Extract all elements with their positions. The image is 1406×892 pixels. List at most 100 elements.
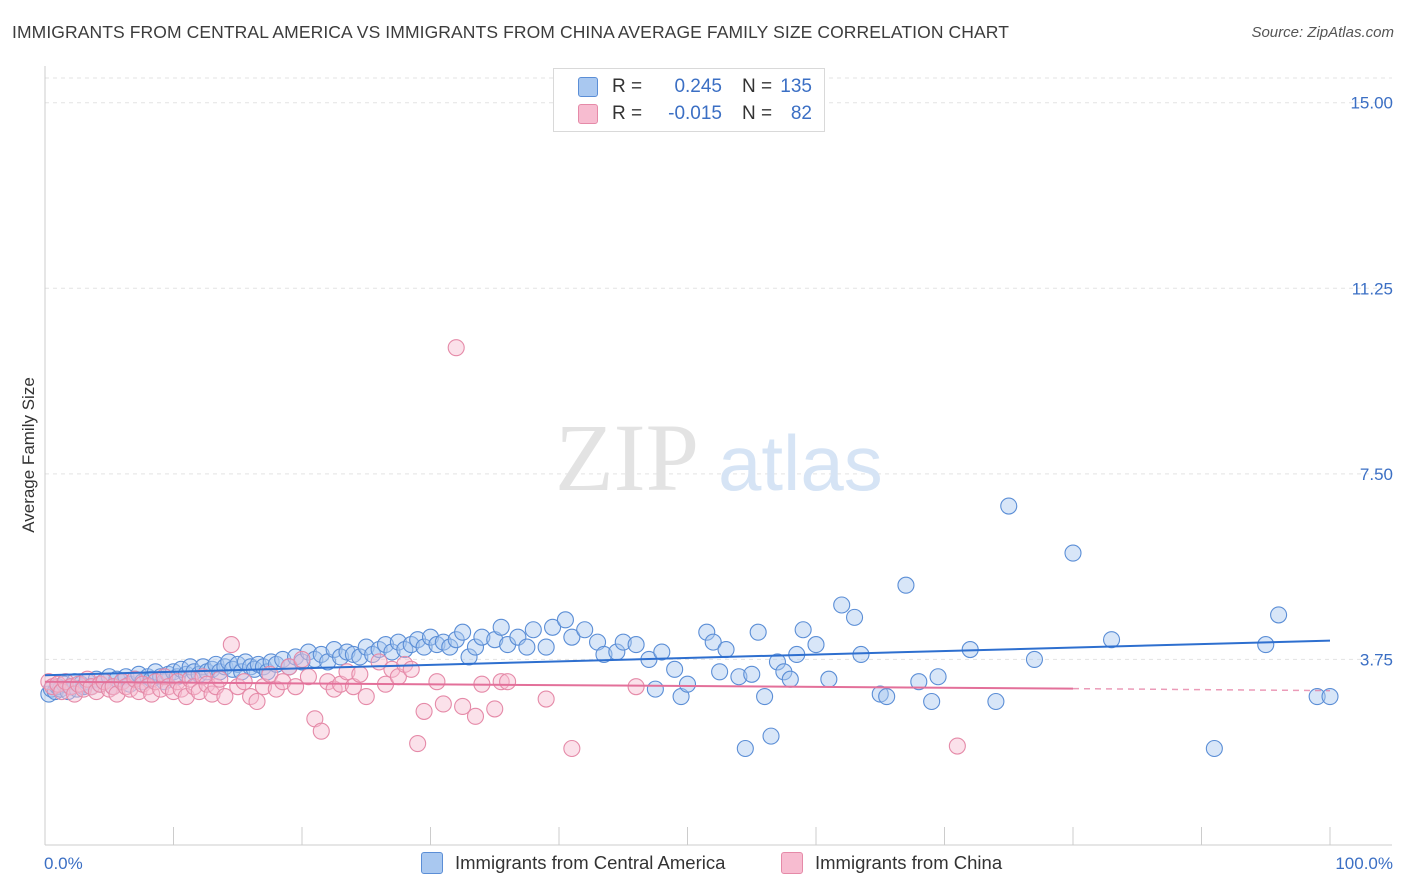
data-point-central-america [1205,739,1223,758]
data-point-china [948,737,966,755]
data-point-central-america [563,628,581,646]
data-point-china [563,739,581,758]
data-point-central-america [460,648,478,666]
data-point-central-america [383,643,401,661]
data-point-china [447,339,465,357]
data-point-central-america [678,675,697,693]
legend-row-china: R = -0.015 N = 82 [578,102,812,126]
data-point-china [466,707,485,725]
data-point-central-america [833,596,851,614]
data-point-central-america [878,687,896,706]
y-tick-label: 11.25 [1352,279,1393,298]
data-point-central-america [518,638,536,656]
trend-line-central-america [44,639,1331,677]
data-point-china [409,735,427,753]
data-point-central-america [923,692,941,711]
x-tick-label: 100.0% [1335,854,1393,873]
data-point-china [274,673,292,691]
data-point-central-america [897,576,915,594]
data-point-china [222,636,240,654]
y-axis-label: Average Family Size [19,377,38,533]
data-point-china [402,660,420,678]
trend-line-china [44,680,1074,690]
data-point-central-america [756,687,774,706]
data-point-central-america [762,727,780,745]
legend-swatch-pink [781,852,803,874]
data-point-china [280,658,298,676]
data-point-central-america [987,692,1005,711]
data-point-central-america [794,621,812,639]
y-tick-label: 3.75 [1360,650,1393,669]
chart-title: IMMIGRANTS FROM CENTRAL AMERICA VS IMMIG… [12,22,1009,42]
legend-swatch-blue [578,77,598,97]
data-point-china [434,695,452,713]
data-point-china [235,673,253,691]
data-point-central-america [1025,650,1043,668]
x-tick-labels: 0.0% 100.0% [44,854,1393,873]
chart-source: Source: ZipAtlas.com [1251,24,1394,41]
data-point-central-america [711,663,729,681]
data-point-central-america [1321,687,1339,706]
y-tick-labels: 3.75 7.50 11.25 15.00 [1350,94,1393,670]
data-point-china [428,673,446,691]
data-point-central-america [781,670,799,688]
legend-r-value: 0.245 [674,76,722,97]
data-point-central-america [1064,544,1082,562]
x-tick-label: 0.0% [44,854,83,873]
data-point-central-america [743,665,761,683]
data-point-central-america [351,648,369,666]
legend-item-china[interactable]: Immigrants from China [781,852,1002,874]
y-tick-label: 7.50 [1360,465,1393,484]
data-point-central-america [466,638,485,656]
data-point-central-america [524,621,542,639]
data-point-central-america [537,638,555,656]
legend-r-label: R = [612,76,643,97]
data-point-central-america [910,673,928,691]
data-point-china [351,665,369,683]
data-point-china [53,683,71,701]
data-point-central-america [556,611,574,629]
data-point-china [486,700,504,718]
series-china [40,339,966,758]
data-point-central-america [627,636,645,654]
legend-label: Immigrants from Central America [455,852,726,873]
data-point-central-america [1270,606,1288,624]
data-point-central-america [820,670,838,688]
data-point-central-america [1000,497,1018,515]
legend-n-label: N = [742,103,773,124]
data-point-china [216,687,234,706]
data-point-china [537,690,555,708]
data-point-central-america [415,638,433,656]
data-point-china [293,650,311,668]
data-point-central-america [730,668,748,686]
data-point-central-america [698,623,716,641]
data-point-central-america [544,618,562,636]
data-point-central-america [1308,687,1326,706]
data-point-central-america [736,739,754,758]
watermark-atlas: atlas [718,419,883,507]
axes [44,66,1392,846]
data-point-china [499,673,517,691]
legend-swatch-blue [421,852,443,874]
data-point-central-america [845,608,864,626]
data-point-central-america [576,621,594,639]
data-point-china [454,697,472,715]
data-point-central-america [646,680,664,698]
series-central-america [40,497,1339,758]
data-point-central-america [614,633,632,651]
data-point-central-america [666,660,684,678]
legend-item-central-america[interactable]: Immigrants from Central America [421,852,725,874]
legend-label: Immigrants from China [815,852,1003,873]
data-point-china [211,670,229,688]
data-point-china [357,687,375,706]
data-point-central-america [492,618,510,636]
legend-swatch-pink [578,104,598,124]
watermark-zip: ZIP [555,404,699,511]
data-point-central-america [1257,636,1275,654]
data-point-central-america [807,636,825,654]
data-point-china [69,675,87,693]
data-point-central-america [595,645,613,664]
grid-lines [45,77,1392,660]
legend-r-label: R = [612,103,643,124]
trend-line-china-extrapolated [1072,687,1331,692]
